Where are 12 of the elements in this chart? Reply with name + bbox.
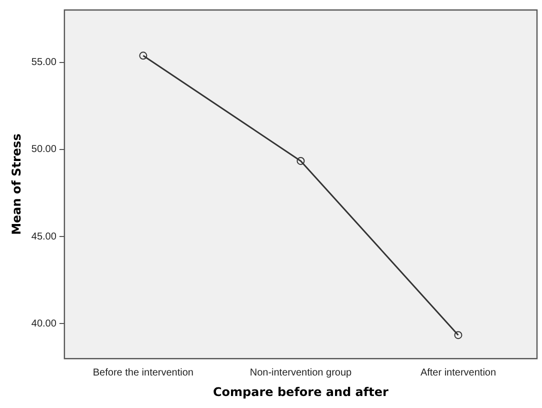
- x-tick-label: Non-intervention group: [250, 367, 352, 378]
- y-tick-label: 50.00: [31, 144, 57, 156]
- y-tick-label: 40.00: [31, 318, 57, 330]
- point: [296, 156, 305, 165]
- x-axis-title: Compare before and after: [212, 384, 388, 399]
- point: [454, 331, 462, 340]
- x-tick-label: After intervention: [420, 367, 496, 378]
- point: [139, 52, 148, 60]
- x-tick-label: Before the intervention: [92, 367, 194, 378]
- y-axis-title: Mean of Stress: [9, 134, 24, 235]
- y-tick-label: 45.00: [31, 231, 57, 242]
- y-tick-label: 55.00: [31, 57, 57, 68]
